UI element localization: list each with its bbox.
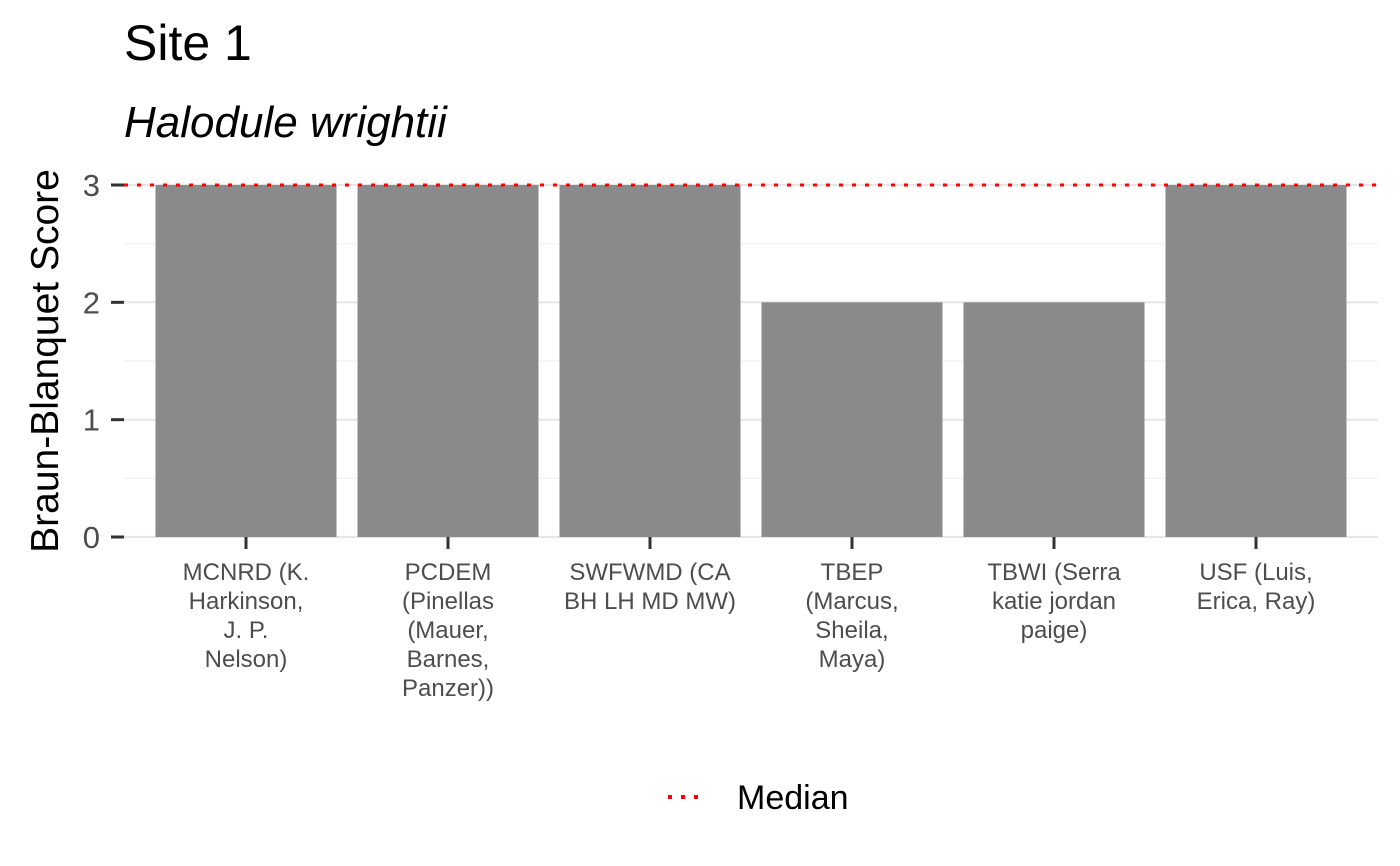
x-tick-label: TBWI (Serra katie jordan paige) [987,559,1121,644]
y-axis-title: Braun-Blanquet Score [24,169,67,553]
bar [1165,185,1347,537]
y-tick-label: 2 [83,285,100,320]
y-tick-label: 3 [83,168,100,203]
legend: Median [668,779,849,817]
y-axis: 0 1 2 3 [83,168,124,555]
x-tick-label: USF (Luis, Erica, Ray) [1197,559,1316,615]
x-tick-label: MCNRD (K. Harkinson, J. P. Nelson) [183,559,310,673]
chart-subtitle: Halodule wrightii [124,98,447,147]
x-tick-label: TBEP (Marcus, Sheila, Maya) [805,559,898,673]
x-tick-label: SWFWMD (CA BH LH MD MW) [564,559,736,615]
bar [559,185,741,537]
y-tick-label: 0 [83,520,100,555]
x-axis: MCNRD (K. Harkinson, J. P. Nelson) PCDEM (Pin… [183,537,1316,702]
bar [761,302,943,537]
chart-title: Site 1 [124,15,252,71]
y-tick-label: 1 [83,403,100,438]
bar [357,185,539,537]
bar [155,185,337,537]
x-tick-label: PCDEM (Pinellas (Mauer, Barnes, Panzer)) [402,559,494,702]
legend-median-label: Median [737,779,849,817]
bar [963,302,1145,537]
bars [155,185,1347,537]
